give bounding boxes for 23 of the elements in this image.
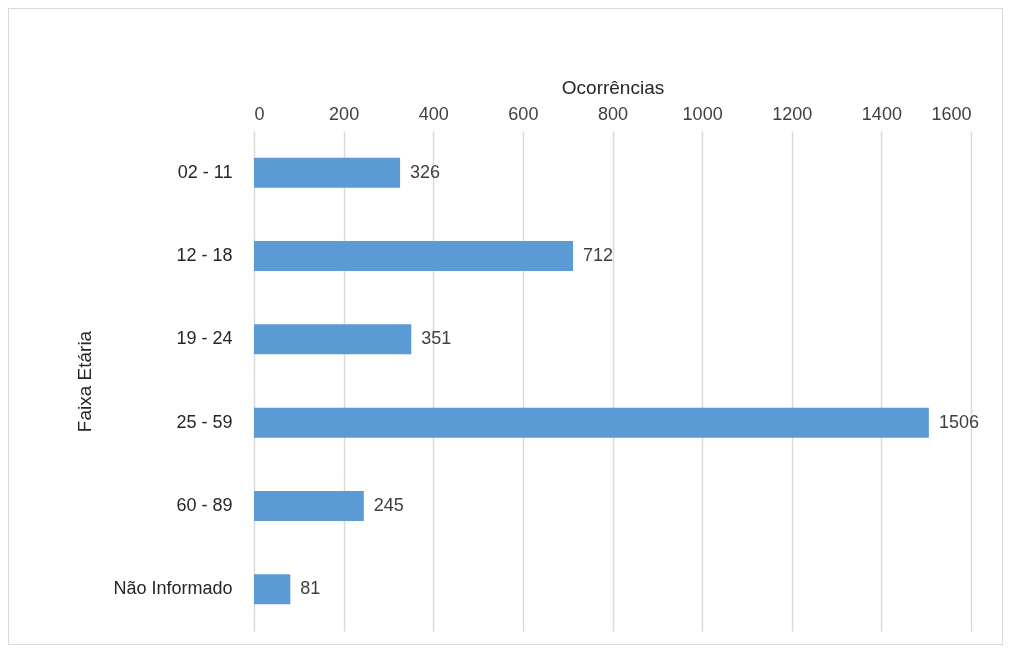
y-tick-label: 02 - 11 [177,161,233,182]
data-label: 351 [421,328,452,349]
y-tick-label: 12 - 18 [176,245,233,265]
x-axis-title: Ocorrências [561,76,665,98]
x-tick-label: 0 [254,103,265,124]
data-label: 245 [373,495,404,515]
x-tick-label: 200 [329,103,360,124]
y-tick-label: Não Informado [113,578,233,599]
y-tick-label: 60 - 89 [176,495,233,515]
y-tick-label: 19 - 24 [176,328,233,349]
x-tick-label: 1400 [861,103,902,124]
x-tick-label: 1200 [772,103,813,124]
y-axis-title: Faixa Etária [74,330,96,433]
data-label: 326 [410,161,441,182]
x-tick-label: 600 [508,103,539,124]
x-tick-label: 400 [418,103,449,124]
data-label: 1506 [938,411,979,432]
x-tick-label: 800 [597,103,629,124]
y-tick-label: 25 - 59 [176,411,233,432]
x-tick-label: 1600 [931,103,972,124]
x-tick-label: 1000 [682,103,723,124]
data-label: 81 [300,578,321,599]
data-label: 712 [583,245,614,265]
